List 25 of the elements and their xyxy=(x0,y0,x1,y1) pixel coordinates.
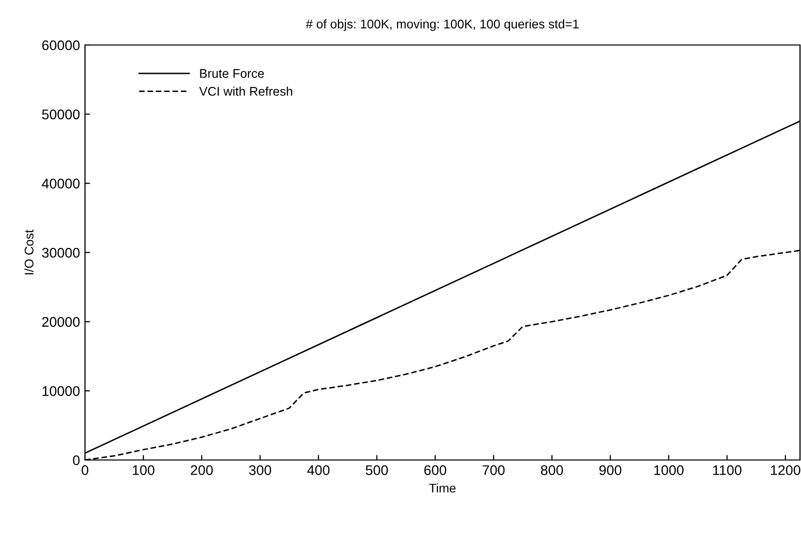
chart-title: # of objs: 100K, moving: 100K, 100 queries std=1 xyxy=(306,19,579,31)
x-tick-label: 800 xyxy=(540,465,563,476)
y-tick-label: 20000 xyxy=(42,317,80,327)
x-tick-label: 600 xyxy=(424,465,446,476)
x-tick-label: 400 xyxy=(307,465,330,476)
y-tick-label: 50000 xyxy=(42,110,80,120)
x-tick-label: 1200 xyxy=(771,465,800,476)
x-tick-label: 200 xyxy=(190,465,213,476)
x-tick-label: 300 xyxy=(249,465,272,476)
y-tick-label: 30000 xyxy=(42,248,80,258)
x-tick-label: 0 xyxy=(82,465,88,476)
y-tick-label: 0 xyxy=(72,455,80,466)
y-tick-label: 60000 xyxy=(42,40,80,50)
x-tick-label: 1100 xyxy=(713,465,742,476)
x-tick-label: 700 xyxy=(482,465,505,476)
y-tick-label: 40000 xyxy=(42,178,80,189)
legend-label: VCI with Refresh xyxy=(199,86,292,96)
x-tick-label: 1000 xyxy=(654,465,684,476)
y-tick-label: 10000 xyxy=(42,386,80,396)
x-tick-label: 100 xyxy=(132,465,154,476)
legend-label: Brute Force xyxy=(200,69,264,78)
x-axis-title: Time xyxy=(429,483,456,493)
x-tick-label: 500 xyxy=(366,465,388,476)
y-axis-title: I/O Cost xyxy=(24,230,34,274)
x-tick-label: 900 xyxy=(599,465,622,476)
